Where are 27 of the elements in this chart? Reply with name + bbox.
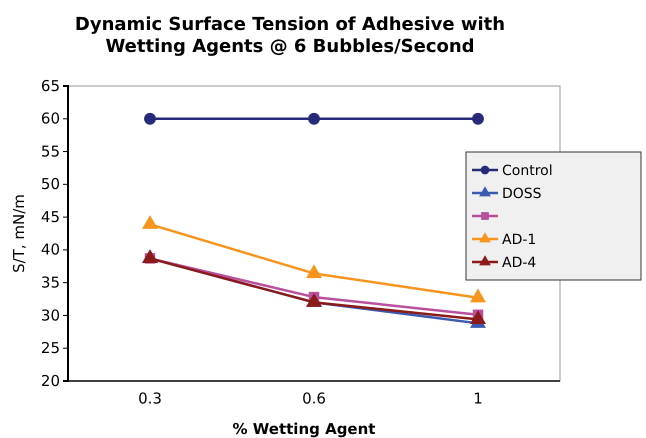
legend-label: Control [502, 163, 553, 179]
point [142, 215, 158, 229]
x-tick-label: 1 [473, 390, 483, 408]
y-tick-label: 40 [40, 240, 60, 259]
point [470, 310, 486, 324]
legend-label: AD-1 [502, 232, 536, 248]
y-axis-title: S/T, mN/m [10, 194, 28, 273]
y-tick-label: 20 [40, 372, 60, 390]
point [470, 288, 486, 302]
x-axis-title: % Wetting Agent [232, 420, 376, 438]
y-tick-label: 50 [40, 175, 60, 194]
point [144, 112, 156, 125]
y-tick-label: 25 [40, 339, 60, 358]
y-tick-label: 35 [40, 273, 60, 292]
y-tick-label: 45 [40, 208, 60, 226]
chart-title: Dynamic Surface Tension of Adhesive with Wetting Agents @ 6 Bubbles/Second [74, 14, 506, 57]
point [308, 112, 320, 125]
legend-label: DOSS [502, 186, 542, 202]
x-tick-label: 0.6 [302, 390, 326, 408]
point [306, 264, 322, 278]
y-tick-label: 30 [40, 306, 60, 324]
y-tick-label: 55 [40, 142, 60, 160]
y-tick-label: 60 [40, 110, 60, 128]
point [472, 112, 484, 125]
legend-label: AD-4 [502, 255, 536, 271]
y-tick-label: 65 [40, 76, 60, 95]
x-tick-label: 0.3 [138, 390, 162, 408]
